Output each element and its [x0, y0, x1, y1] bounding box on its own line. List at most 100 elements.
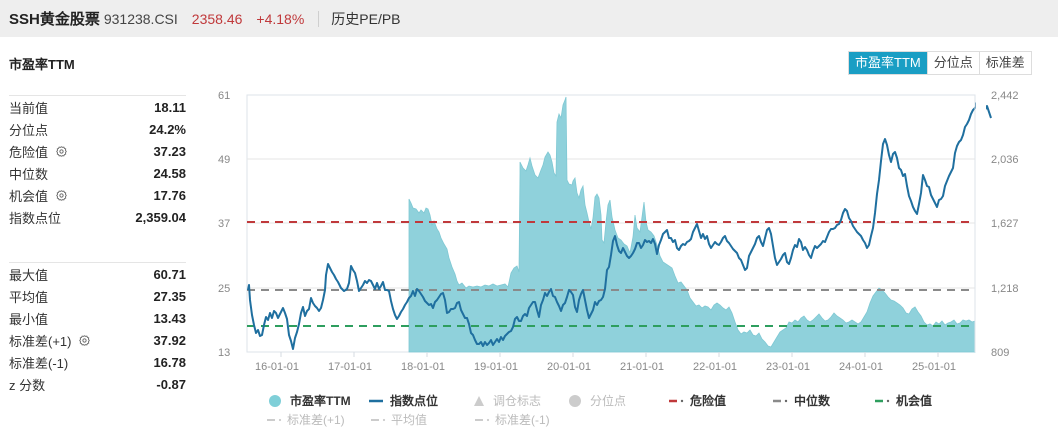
stat-value: 18.11: [154, 99, 186, 115]
legend-label: 市盈率TTM: [290, 394, 351, 408]
toggle-percentile[interactable]: 分位点: [926, 52, 979, 74]
legend-item-std-minus-1[interactable]: 标准差(-1): [474, 411, 550, 428]
legend-item-opportunity-value[interactable]: 机会值: [874, 392, 932, 409]
stat-row-danger-value: 危险值 37.23: [9, 140, 186, 162]
circle-icon: [569, 394, 581, 407]
stat-label: 危险值: [9, 144, 49, 160]
stats-panel-distribution: 最大值 60.71 平均值 27.35 最小值 13.43 标准差(+1) 37…: [9, 262, 186, 395]
stat-label: 最大值: [9, 267, 49, 283]
stat-label: 标准差(+1): [9, 333, 72, 349]
legend-label: 标准差(+1): [287, 413, 345, 427]
line-icon: [369, 399, 383, 402]
stat-value: 24.2%: [149, 121, 186, 137]
legend-label: 机会值: [896, 394, 933, 408]
y-left-tick: 25: [218, 283, 230, 295]
header-divider: [318, 10, 320, 27]
stat-label: 机会值: [9, 188, 49, 204]
x-tick-label: 23-01-01: [766, 361, 810, 373]
stat-label: 最小值: [9, 311, 49, 327]
legend-item-mean[interactable]: 平均值: [370, 411, 474, 428]
x-tick-label: 19-01-01: [474, 361, 518, 373]
stat-row-index-level: 指数点位 2,359.04: [9, 206, 186, 228]
y-right-tick: 1,218: [991, 283, 1019, 295]
stat-label: 中位数: [9, 166, 49, 182]
stat-label: 当前值: [9, 100, 49, 116]
chart-legend-row1: 市盈率TTM 指数点位 调仓标志 分位点 危险值 中位数 机会值: [268, 392, 932, 409]
legend-item-percentile[interactable]: 分位点: [568, 392, 668, 409]
legend-item-danger-value[interactable]: 危险值: [668, 392, 772, 409]
legend-item-rebalance-marker[interactable]: 调仓标志: [472, 392, 568, 409]
toggle-pe-ttm[interactable]: 市盈率TTM: [849, 52, 927, 74]
legend-item-index-level[interactable]: 指数点位: [368, 392, 472, 409]
stat-row-min: 最小值 13.43: [9, 307, 186, 329]
y-left-tick: 13: [218, 347, 230, 359]
plot-right-mask: [976, 90, 986, 360]
chart-legend-row2: 标准差(+1) 平均值 标准差(-1): [266, 411, 550, 428]
y-left-tick: 37: [218, 218, 230, 230]
y-right-tick: 1,627: [991, 218, 1019, 230]
legend-label: 分位点: [590, 394, 627, 408]
stat-label: 分位点: [9, 122, 49, 138]
y-left-tick: 61: [218, 90, 230, 102]
legend-item-pe-ttm[interactable]: 市盈率TTM: [268, 392, 368, 409]
stat-label: 平均值: [9, 289, 49, 305]
stat-value: 37.92: [153, 332, 186, 348]
dash-dot-icon: [267, 418, 282, 421]
stat-row-mean: 平均值 27.35: [9, 285, 186, 307]
metric-toggle-group: 市盈率TTM 分位点 标准差: [848, 51, 1032, 75]
dash-dot-icon: [773, 399, 788, 402]
history-pe-pb-link[interactable]: 历史PE/PB: [331, 10, 401, 27]
stat-label: z 分数: [9, 377, 46, 393]
y-right-tick: 809: [991, 347, 1009, 359]
stat-value: 60.71: [153, 266, 186, 282]
section-title: 市盈率TTM: [9, 57, 75, 72]
x-axis-labels: 16-01-01 17-01-01 18-01-01 19-01-01 20-0…: [255, 361, 956, 373]
header-bar: SSH黄金股票 931238.CSI 2358.46 +4.18% 历史PE/P…: [0, 0, 1058, 37]
index-name: SSH黄金股票: [9, 11, 100, 28]
index-code: 931238.CSI: [103, 10, 178, 27]
y-left-tick: 49: [218, 154, 230, 166]
legend-label: 标准差(-1): [495, 413, 550, 427]
x-tick-label: 18-01-01: [401, 361, 445, 373]
stat-label-wrap: 危险值: [9, 142, 67, 161]
x-tick-label: 22-01-01: [693, 361, 737, 373]
stat-label: 指数点位: [9, 210, 62, 226]
index-price: 2358.46: [191, 10, 243, 27]
stat-label-wrap: 标准差(+1): [9, 331, 91, 350]
stat-value: 37.23: [153, 143, 186, 159]
legend-label: 危险值: [690, 394, 727, 408]
x-axis: [280, 352, 939, 357]
x-tick-label: 21-01-01: [620, 361, 664, 373]
gear-icon[interactable]: [56, 189, 67, 201]
x-tick-label: 25-01-01: [912, 361, 956, 373]
stat-row-std-minus-1: 标准差(-1) 16.78: [9, 351, 186, 373]
x-tick-label: 20-01-01: [547, 361, 591, 373]
y-axis-right-labels: 2,442 2,036 1,627 1,218 809: [991, 90, 1019, 359]
y-right-tick: 2,036: [991, 154, 1019, 166]
legend-item-median[interactable]: 中位数: [772, 392, 874, 409]
stat-row-z-score: z 分数 -0.87: [9, 373, 186, 395]
x-tick-label: 24-01-01: [839, 361, 883, 373]
x-tick-label: 16-01-01: [255, 361, 299, 373]
x-tick-label: 17-01-01: [328, 361, 372, 373]
legend-item-std-plus-1[interactable]: 标准差(+1): [266, 411, 370, 428]
circle-icon: [269, 394, 281, 407]
legend-label: 中位数: [794, 394, 831, 408]
dash-dot-icon: [475, 418, 490, 421]
stat-row-median: 中位数 24.58: [9, 162, 186, 184]
stat-label: 标准差(-1): [9, 355, 69, 371]
legend-label: 指数点位: [390, 394, 439, 408]
stat-label-wrap: 机会值: [9, 186, 67, 205]
y-axis-left-labels: 61 49 37 25 13: [218, 90, 230, 359]
gear-icon[interactable]: [79, 334, 91, 346]
gear-icon[interactable]: [56, 145, 67, 157]
y-right-tick: 2,442: [991, 90, 1019, 102]
stat-value: 24.58: [153, 165, 186, 181]
stat-row-current-value: 当前值 18.11: [9, 96, 186, 118]
stat-row-percentile: 分位点 24.2%: [9, 118, 186, 140]
index-change: +4.18%: [256, 10, 305, 27]
toggle-std-dev[interactable]: 标准差: [978, 52, 1031, 74]
dash-dot-icon: [669, 399, 684, 402]
stat-value: 16.78: [153, 354, 186, 370]
